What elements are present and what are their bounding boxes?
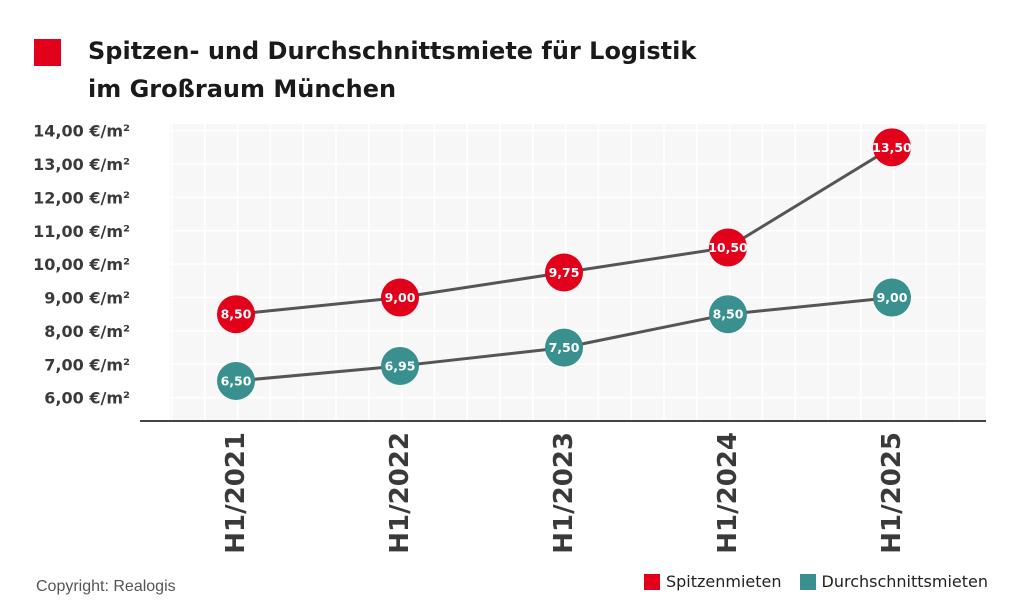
data-label-durchschnittsmieten: 6,50 <box>221 373 252 388</box>
title-marker <box>34 39 61 66</box>
data-point-spitzenmieten <box>873 128 911 167</box>
data-label-durchschnittsmieten: 9,00 <box>877 290 908 305</box>
data-label-durchschnittsmieten: 7,50 <box>549 340 580 355</box>
y-tick-label: 7,00 €/m² <box>44 355 130 374</box>
legend-swatch-spitzenmieten <box>643 573 660 590</box>
chart-legend: Spitzenmieten Durchschnittsmieten <box>626 572 988 591</box>
title-line-1: Spitzen- und Durchschnittsmiete für Logi… <box>88 37 697 65</box>
data-label-spitzenmieten: 9,75 <box>549 265 580 280</box>
data-label-durchschnittsmieten: 6,95 <box>385 358 416 373</box>
legend-item-durchschnittsmieten: Durchschnittsmieten <box>799 572 989 591</box>
data-label-durchschnittsmieten: 8,50 <box>713 307 744 322</box>
data-label-spitzenmieten: 8,50 <box>221 307 252 322</box>
y-tick-label: 9,00 €/m² <box>44 289 130 308</box>
data-label-spitzenmieten: 9,00 <box>385 290 416 305</box>
data-point-durchschnittsmieten <box>873 278 911 317</box>
data-point-spitzenmieten <box>545 253 583 292</box>
copyright-note: Copyright: Realogis <box>36 578 176 595</box>
legend-label-spitzenmieten: Spitzenmieten <box>665 572 782 591</box>
y-tick-label: 12,00 €/m² <box>33 188 130 207</box>
chart-title-text: Spitzen- und Durchschnittsmiete für Logi… <box>88 32 788 108</box>
title-line-2: im Großraum München <box>88 75 397 103</box>
x-tick-label: H1/2025 <box>877 432 907 554</box>
data-point-durchschnittsmieten <box>545 328 583 367</box>
x-tick-label: H1/2022 <box>385 432 415 554</box>
legend-swatch-durchschnittsmieten <box>799 573 816 590</box>
data-point-spitzenmieten <box>709 228 747 267</box>
x-tick-label: H1/2021 <box>221 432 251 554</box>
y-tick-label: 6,00 €/m² <box>44 389 130 408</box>
data-point-durchschnittsmieten <box>217 361 255 400</box>
y-tick-label: 13,00 €/m² <box>33 155 130 174</box>
y-tick-label: 10,00 €/m² <box>33 255 130 274</box>
y-tick-label: 14,00 €/m² <box>33 122 130 141</box>
data-label-spitzenmieten: 10,50 <box>708 240 748 255</box>
legend-item-spitzenmieten: Spitzenmieten <box>643 572 782 591</box>
x-tick-label: H1/2023 <box>549 432 579 554</box>
data-label-spitzenmieten: 13,50 <box>872 140 912 155</box>
legend-label-durchschnittsmieten: Durchschnittsmieten <box>821 572 989 591</box>
data-point-spitzenmieten <box>381 278 419 317</box>
data-point-spitzenmieten <box>217 295 255 334</box>
y-tick-label: 8,00 €/m² <box>44 322 130 341</box>
x-tick-label: H1/2024 <box>713 432 743 554</box>
data-point-durchschnittsmieten <box>381 346 419 385</box>
data-point-durchschnittsmieten <box>709 295 747 334</box>
y-tick-label: 11,00 €/m² <box>33 222 130 241</box>
